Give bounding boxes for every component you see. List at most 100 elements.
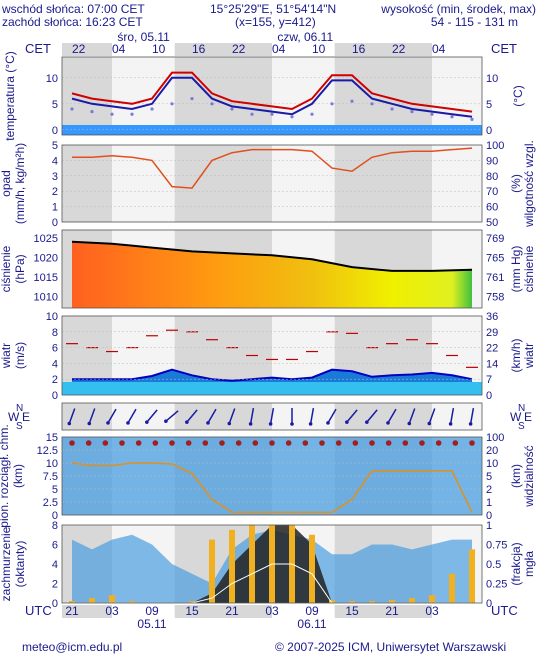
left-tick-label: 10	[46, 311, 58, 323]
wind-arrow-head	[227, 421, 232, 426]
left-tick-label: 4	[52, 559, 58, 571]
humidity-axis-label: wilgotność wzgl.	[522, 140, 536, 228]
precip-type-dot	[135, 440, 142, 446]
dewpoint-dot	[450, 115, 454, 119]
panel-border	[61, 436, 483, 516]
left-tick-label: 8	[52, 520, 58, 532]
night-band	[62, 403, 112, 430]
low-cloud-bar	[369, 601, 375, 603]
top-axis-night	[174, 43, 272, 56]
wind-arrow-head	[106, 421, 110, 425]
left-tick-label: 1020	[34, 252, 58, 264]
wind-arrow-head	[206, 421, 210, 425]
top-hour-label: 16	[192, 42, 206, 56]
low-cloud-bar	[409, 598, 415, 603]
dewpoint-dot	[270, 112, 274, 116]
right-tick-label: 1	[486, 520, 492, 532]
left-tick-label: 12.5	[37, 445, 58, 457]
email-link[interactable]: meteo@icm.edu.pl	[22, 640, 123, 654]
dewpoint-dot	[230, 107, 234, 111]
right-tick-label: 0	[486, 125, 492, 137]
right-tick-label: 0.25	[486, 579, 507, 591]
dewpoint-dot	[130, 112, 134, 116]
left-tick-label: 1	[52, 202, 58, 214]
wind-arrow-head	[290, 422, 294, 426]
right-tick-label: 90	[486, 155, 498, 167]
precip-type-dot	[185, 440, 192, 446]
top-hour-label: 16	[352, 42, 366, 56]
pressure-axis-unit-right: (mm Hg)	[509, 246, 523, 293]
precip-type-dot	[469, 440, 475, 446]
wind-arrow-head	[145, 420, 149, 424]
wind-arrow-head	[67, 421, 72, 426]
left-tick-label: 4	[52, 155, 58, 167]
dewpoint-dot	[470, 117, 474, 121]
bottom-hour-label: 15	[185, 604, 199, 618]
right-tick-label: 20	[486, 445, 498, 457]
low-cloud-bar	[249, 525, 255, 603]
wind-direction-arrow	[146, 409, 158, 423]
left-tick-label: 10	[46, 73, 58, 85]
dewpoint-dot	[330, 102, 334, 106]
right-tick-label: 761	[486, 272, 504, 284]
temperature-max-line	[71, 71, 473, 113]
left-tick-label: 8	[52, 327, 58, 339]
cloud-cover-axis-label: zachmurzenie	[0, 526, 13, 601]
visibility-line	[71, 462, 473, 514]
precip-type-dot	[269, 440, 275, 446]
right-tick-label: 765	[486, 252, 504, 264]
left-tick-label: 0	[52, 217, 58, 229]
height-label: wysokość (min, środek, max)	[381, 2, 536, 16]
panel-border	[61, 524, 483, 604]
dewpoint-dot	[390, 107, 394, 111]
wind-arrow-head	[308, 422, 313, 426]
temperature-axis-label: temperatura (°C)	[3, 51, 17, 141]
compass-south: S	[16, 421, 23, 432]
right-tick-label: 758	[486, 291, 504, 303]
dewpoint-dot	[430, 112, 434, 116]
precip-type-dot	[219, 440, 225, 446]
wind-direction-arrow	[249, 407, 255, 425]
low-cloud-bar	[309, 534, 315, 603]
panel-border	[61, 402, 483, 431]
left-tick-label: 4	[52, 358, 58, 370]
precip-type-dot	[435, 440, 442, 446]
bottom-hour-label: 21	[225, 604, 239, 618]
wind-arrow-head	[345, 420, 349, 424]
wind-arrow-head	[164, 419, 168, 423]
night-band	[334, 403, 432, 430]
wind-direction-arrow	[309, 407, 315, 425]
right-tick-label: 36	[486, 311, 498, 323]
wind-axis-unit-right: (km/h)	[509, 339, 523, 373]
wind-arrow-head	[427, 421, 432, 426]
top-hour-label: 04	[112, 42, 126, 56]
top-day-label: czw, 06.11	[277, 30, 333, 44]
low-cloud-bar	[329, 600, 335, 603]
wind-direction-arrow	[228, 408, 236, 424]
dewpoint-dot	[70, 107, 74, 111]
dewpoint-dot	[250, 112, 254, 116]
low-cloud-bar	[389, 600, 395, 603]
bottom-hour-label: 15	[345, 604, 359, 618]
precip-type-dot	[335, 440, 342, 446]
top-hour-label: 10	[152, 42, 166, 56]
left-tick-label: 1025	[34, 233, 58, 245]
dewpoint-dot	[210, 102, 214, 106]
right-tick-label: 2	[486, 484, 492, 496]
wind-axis-label-right: wiatr	[522, 343, 536, 369]
compass-east: E	[22, 410, 30, 424]
compass-south-right: S	[518, 421, 525, 432]
low-cloud-bar	[229, 529, 235, 603]
left-tick-label: 2	[52, 186, 58, 198]
precip-type-dot	[202, 440, 209, 446]
precip-axis-unit: (mm/h, kg/m²h)	[13, 143, 27, 224]
compass-north-right: N	[518, 403, 525, 414]
top-day-label: śro, 05.11	[117, 30, 170, 44]
compass-west-right: W	[510, 410, 522, 424]
wind-direction-arrow	[366, 409, 378, 423]
right-tick-label: 10	[486, 73, 498, 85]
night-band	[174, 57, 272, 135]
pressure-area	[72, 241, 472, 308]
precip-type-dot	[452, 440, 459, 446]
left-tick-label: 1010	[34, 291, 58, 303]
